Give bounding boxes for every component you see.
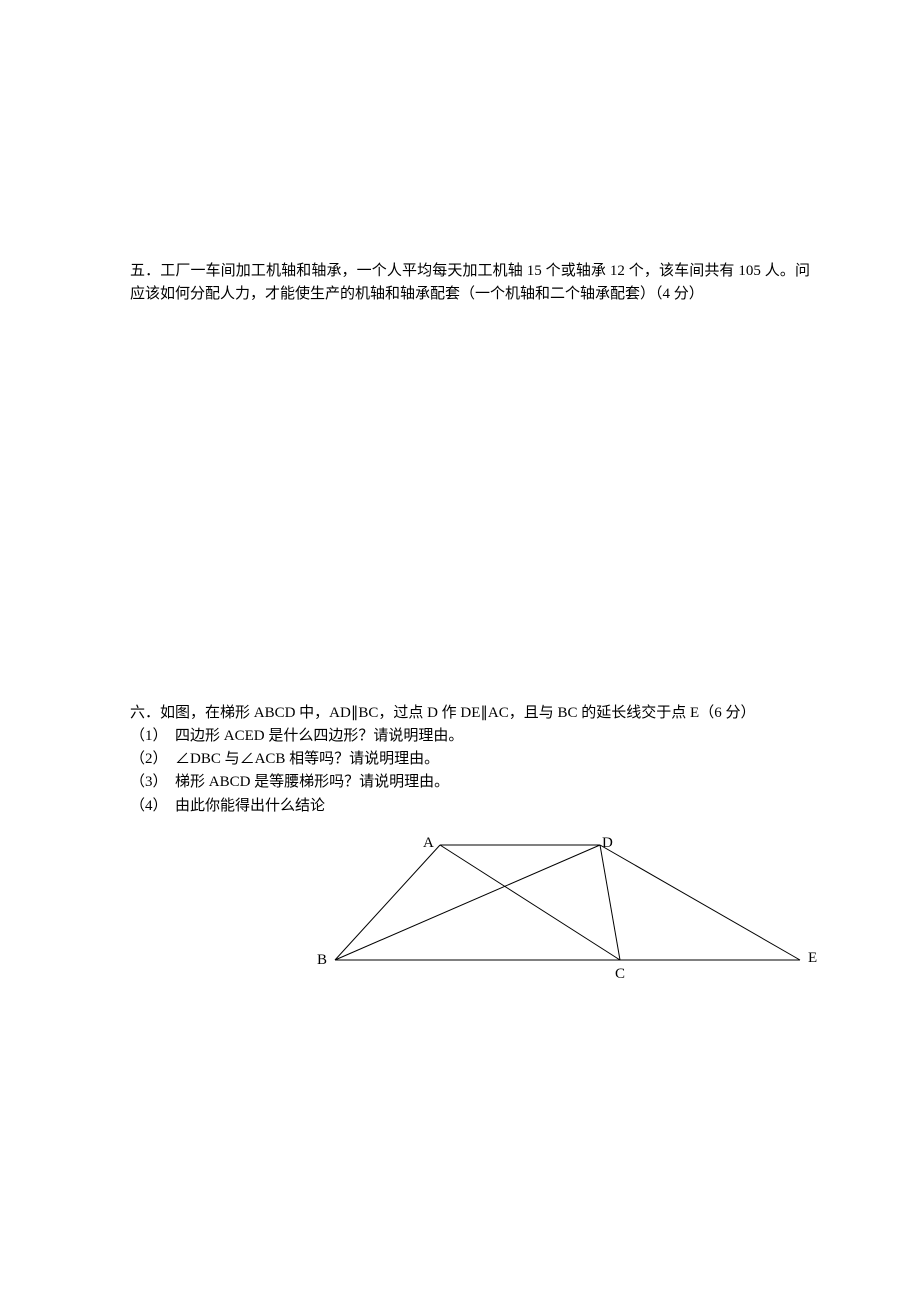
problem-5-text: 五．工厂一车间加工机轴和轴承，一个人平均每天加工机轴 15 个或轴承 12 个，…	[130, 263, 810, 302]
problem-6: 六．如图，在梯形 ABCD 中，AD∥BC，过点 D 作 DE∥AC，且与 BC…	[130, 702, 810, 818]
problem-6-item-1: （1） 四边形 ACED 是什么四边形？请说明理由。	[130, 725, 810, 748]
problem-6-item-4: （4） 由此你能得出什么结论	[130, 795, 810, 818]
geometry-diagram: A D B C E	[320, 835, 820, 1005]
point-label-C: C	[615, 966, 625, 983]
point-label-B: B	[317, 952, 327, 969]
problem-6-item-3: （3） 梯形 ABCD 是等腰梯形吗？请说明理由。	[130, 771, 810, 794]
edge-AB	[335, 845, 440, 960]
point-label-D: D	[602, 835, 613, 852]
problem-5: 五．工厂一车间加工机轴和轴承，一个人平均每天加工机轴 15 个或轴承 12 个，…	[130, 260, 810, 307]
edge-DC	[600, 845, 620, 960]
point-label-E: E	[808, 950, 817, 967]
problem-6-item-2: （2） ∠DBC 与∠ACB 相等吗？请说明理由。	[130, 748, 810, 771]
trapezoid-svg	[320, 835, 820, 1005]
edge-DE	[600, 845, 800, 960]
problem-6-intro: 六．如图，在梯形 ABCD 中，AD∥BC，过点 D 作 DE∥AC，且与 BC…	[130, 702, 810, 725]
point-label-A: A	[423, 835, 434, 852]
